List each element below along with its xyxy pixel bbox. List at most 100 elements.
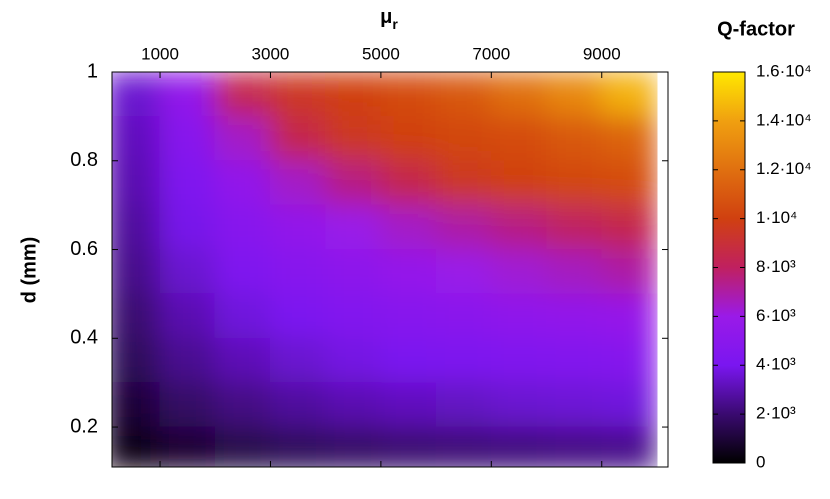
heat-cell xyxy=(601,204,658,251)
colorbar-tick-label: 1.6·10⁴ xyxy=(756,61,812,80)
heat-cell xyxy=(112,160,161,206)
colorbar-tick-label: 8·10³ xyxy=(756,257,796,276)
heat-cell xyxy=(159,115,216,162)
heat-cell xyxy=(214,72,271,117)
heat-cell xyxy=(490,204,548,251)
x-axis-label: μr xyxy=(380,6,398,31)
heat-cell xyxy=(214,293,271,339)
heat-cell xyxy=(214,204,271,251)
heat-cell xyxy=(159,337,216,384)
heat-cell xyxy=(546,337,603,384)
x-label-main: μ xyxy=(380,6,392,28)
heat-cell xyxy=(380,382,437,428)
heat-cell xyxy=(112,115,161,162)
heat-cell xyxy=(112,72,161,117)
heat-cell xyxy=(112,204,161,251)
heat-cell xyxy=(435,293,492,339)
y-axis-label: d (mm) xyxy=(18,237,40,304)
heat-cell xyxy=(112,293,161,339)
heat-cell xyxy=(325,249,382,295)
x-tick-label: 5000 xyxy=(362,44,400,63)
heat-cell xyxy=(269,115,327,162)
plot-frame xyxy=(111,71,669,468)
heat-cell xyxy=(269,337,327,384)
colorbar-tick-label: 4·10³ xyxy=(756,355,796,374)
heat-cell xyxy=(325,204,382,251)
heat-cell xyxy=(546,382,603,428)
heat-cell xyxy=(380,160,437,206)
heat-cell xyxy=(214,249,271,295)
heat-cell xyxy=(269,204,327,251)
heat-cell xyxy=(546,160,603,206)
heat-cell xyxy=(380,337,437,384)
x-tick-label: 1000 xyxy=(141,44,179,63)
heat-cell xyxy=(325,115,382,162)
heat-cell xyxy=(380,249,437,295)
heat-cell xyxy=(325,72,382,117)
heat-cell xyxy=(269,426,327,467)
heat-cell xyxy=(601,337,658,384)
heat-cell xyxy=(601,72,658,117)
colorbar-tick-label: 1.4·10⁴ xyxy=(756,110,812,129)
y-tick-label: 0.8 xyxy=(70,149,98,171)
heat-cell xyxy=(214,337,271,384)
heat-cell xyxy=(435,204,492,251)
heat-cell xyxy=(546,249,603,295)
heat-cell xyxy=(380,204,437,251)
heat-cell xyxy=(159,72,216,117)
heat-cell xyxy=(380,426,437,467)
colorbar-tick-label: 0 xyxy=(756,452,765,471)
y-tick-label: 1 xyxy=(87,60,98,82)
heat-cell xyxy=(112,426,161,467)
heat-cell xyxy=(435,426,492,467)
heat-cell xyxy=(601,160,658,206)
heat-cell xyxy=(269,293,327,339)
heat-cell xyxy=(435,337,492,384)
heat-cell xyxy=(159,249,216,295)
colorbar-label: Q-factor xyxy=(717,18,795,40)
x-tick-label: 3000 xyxy=(252,44,290,63)
heat-cell xyxy=(490,249,548,295)
x-tick-label: 7000 xyxy=(472,44,510,63)
heat-cell xyxy=(159,160,216,206)
heat-cell xyxy=(546,426,603,467)
heat-cell xyxy=(601,426,658,467)
heat-cell xyxy=(380,72,437,117)
heat-cell xyxy=(380,115,437,162)
heat-cell xyxy=(490,160,548,206)
heat-cell xyxy=(269,160,327,206)
heat-cell xyxy=(435,72,492,117)
heat-cell xyxy=(112,249,161,295)
x-label-sub: r xyxy=(392,16,398,32)
heat-cell xyxy=(159,293,216,339)
heat-cell xyxy=(325,160,382,206)
heat-cell xyxy=(325,426,382,467)
heat-cell xyxy=(490,337,548,384)
heat-cell xyxy=(269,249,327,295)
heat-cell xyxy=(269,382,327,428)
heat-cell xyxy=(490,426,548,467)
colorbar-tick-label: 1·10⁴ xyxy=(756,208,797,227)
heat-cell xyxy=(490,72,548,117)
colorbar-tick-label: 6·10³ xyxy=(756,306,796,325)
heat-cell xyxy=(546,115,603,162)
heat-cell xyxy=(112,382,161,428)
heat-cell xyxy=(601,115,658,162)
heat-cell xyxy=(601,293,658,339)
heat-cell xyxy=(269,72,327,117)
heatmap-area xyxy=(112,72,658,467)
heat-cell xyxy=(214,115,271,162)
heat-cell xyxy=(546,293,603,339)
x-tick-label: 9000 xyxy=(583,44,621,63)
heat-cell xyxy=(214,426,271,467)
heat-cell xyxy=(490,293,548,339)
colorbar-tick-label: 2·10³ xyxy=(756,404,796,423)
heat-cell xyxy=(435,382,492,428)
heat-cell xyxy=(490,115,548,162)
heat-cell xyxy=(214,382,271,428)
heat-cell xyxy=(159,382,216,428)
heat-cell xyxy=(112,337,161,384)
heat-cell xyxy=(490,382,548,428)
heat-cell xyxy=(435,160,492,206)
